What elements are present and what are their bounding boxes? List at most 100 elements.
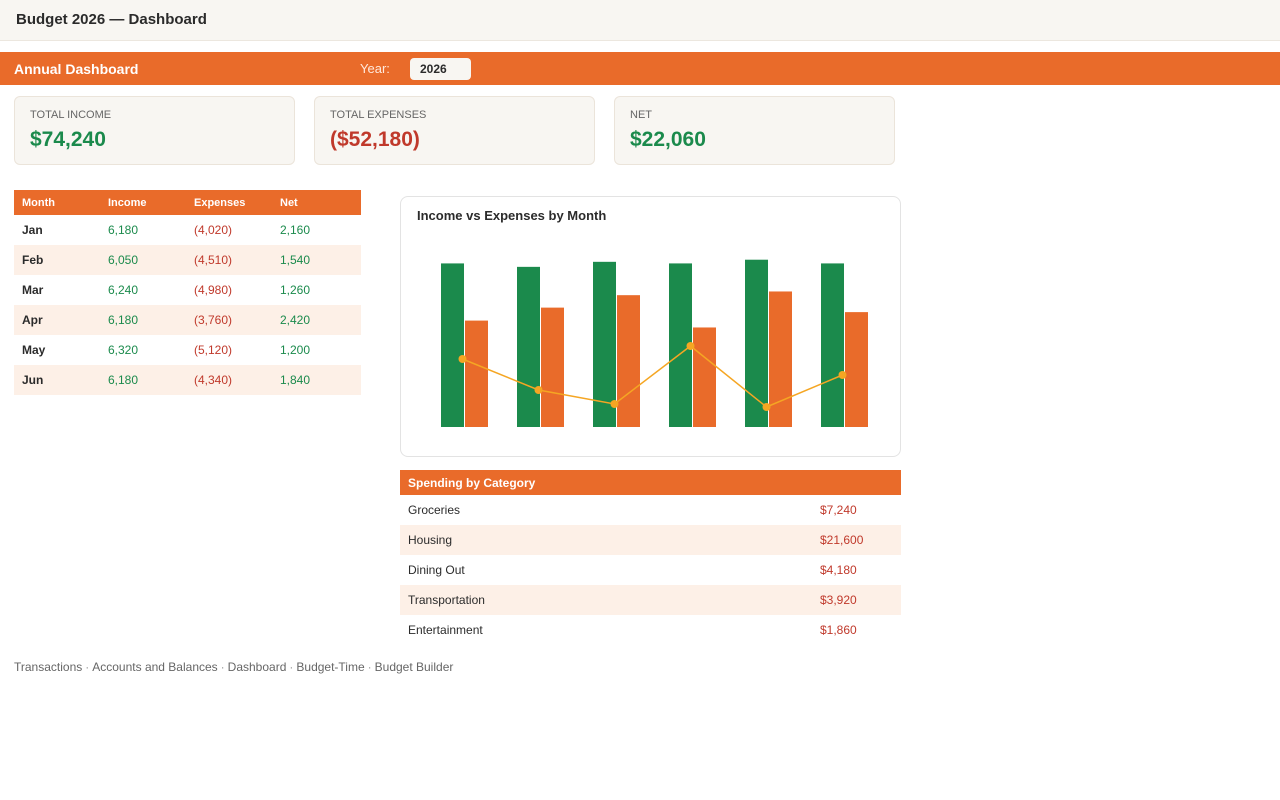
expenses-cell: (3,760) bbox=[186, 305, 272, 335]
table-header-row: Month Income Expenses Net bbox=[14, 190, 361, 215]
category-name: Housing bbox=[400, 525, 812, 555]
month-cell: Jun bbox=[14, 365, 100, 395]
banner-title: Annual Dashboard bbox=[14, 61, 139, 77]
income-cell: 6,240 bbox=[108, 283, 139, 297]
footer-link-budget-builder[interactable]: Budget Builder bbox=[374, 660, 454, 674]
category-name: Transportation bbox=[400, 585, 812, 615]
category-amount: $7,240 bbox=[820, 503, 857, 517]
expense-bar-feb bbox=[541, 307, 564, 427]
category-table: Spending by Category Groceries $7,240 Ho… bbox=[400, 470, 901, 645]
year-select[interactable]: 2026 bbox=[410, 58, 471, 80]
table-row[interactable]: Apr 6,180 (3,760) 2,420 bbox=[14, 305, 361, 335]
footer-link-transactions[interactable]: Transactions bbox=[14, 660, 83, 674]
income-cell: 6,180 bbox=[100, 305, 186, 335]
category-amount: $4,180 bbox=[820, 563, 857, 577]
expense-bar-apr bbox=[693, 327, 716, 427]
income-bar-apr bbox=[669, 263, 692, 427]
income-bar-may bbox=[745, 259, 768, 427]
expense-bar-jan bbox=[465, 320, 488, 427]
month-cell: Feb bbox=[14, 245, 100, 275]
page-title: Budget 2026 — Dashboard bbox=[16, 11, 207, 28]
expenses-cell: (4,340) bbox=[186, 365, 272, 395]
dashboard-banner: Annual Dashboard Year: 2026 bbox=[0, 52, 1280, 85]
net-cell: 1,200 bbox=[280, 343, 311, 357]
income-cell: 6,050 bbox=[100, 245, 186, 275]
table-row[interactable]: Housing $21,600 bbox=[400, 525, 901, 555]
category-name: Groceries bbox=[408, 503, 461, 517]
summary-card-expenses: TOTAL EXPENSES ($52,180) bbox=[314, 96, 595, 165]
table-row[interactable]: Entertainment $1,860 bbox=[400, 615, 901, 645]
summary-label: TOTAL EXPENSES bbox=[330, 109, 427, 121]
column-header[interactable]: Month bbox=[14, 190, 100, 215]
chart-canvas bbox=[441, 259, 868, 427]
footer-separator: · bbox=[220, 660, 225, 674]
month-cell: Mar bbox=[22, 283, 44, 297]
footer-separator: · bbox=[85, 660, 90, 674]
category-table-title: Spending by Category bbox=[400, 470, 901, 495]
income-bar-feb bbox=[517, 266, 540, 427]
table-row[interactable]: Groceries $7,240 bbox=[400, 495, 901, 525]
net-cell: 1,840 bbox=[272, 365, 361, 395]
net-line bbox=[462, 345, 843, 408]
summary-card-income: TOTAL INCOME $74,240 bbox=[14, 96, 295, 165]
summary-value: $22,060 bbox=[630, 128, 706, 151]
category-amount: $3,920 bbox=[812, 585, 901, 615]
column-header[interactable]: Net bbox=[272, 190, 361, 215]
net-cell: 1,540 bbox=[272, 245, 361, 275]
expense-bar-jun bbox=[845, 312, 868, 427]
table-row[interactable]: Jun 6,180 (4,340) 1,840 bbox=[14, 365, 361, 395]
expense-bar-may bbox=[769, 291, 792, 427]
table-header-row: Spending by Category bbox=[400, 470, 901, 495]
year-label: Year: bbox=[360, 61, 390, 76]
summary-label: NET bbox=[630, 109, 652, 121]
income-cell: 6,180 bbox=[108, 223, 139, 237]
net-point-jun bbox=[838, 371, 847, 379]
category-amount: $21,600 bbox=[812, 525, 901, 555]
expenses-cell: (4,980) bbox=[194, 283, 233, 297]
net-point-feb bbox=[534, 386, 543, 394]
net-cell: 1,260 bbox=[280, 283, 311, 297]
table-row[interactable]: Dining Out $4,180 bbox=[400, 555, 901, 585]
summary-label: TOTAL INCOME bbox=[30, 109, 112, 121]
net-point-mar bbox=[610, 400, 619, 408]
month-cell: Apr bbox=[14, 305, 100, 335]
expenses-cell: (5,120) bbox=[194, 343, 233, 357]
chart-title: Income vs Expenses by Month bbox=[417, 208, 607, 223]
summary-value: ($52,180) bbox=[330, 128, 420, 151]
income-bar-mar bbox=[593, 261, 616, 427]
column-header[interactable]: Expenses bbox=[186, 190, 272, 215]
category-name: Entertainment bbox=[408, 623, 483, 637]
title-bar: Budget 2026 — Dashboard bbox=[0, 0, 1280, 41]
table-row[interactable]: Jan 6,180 (4,020) 2,160 bbox=[14, 215, 361, 245]
income-cell: 6,180 bbox=[100, 365, 186, 395]
summary-value: $74,240 bbox=[30, 128, 106, 151]
income-bar-jan bbox=[441, 263, 464, 427]
footer-link-budget-time[interactable]: Budget-Time bbox=[296, 660, 365, 674]
income-cell: 6,320 bbox=[108, 343, 139, 357]
net-point-jan bbox=[458, 355, 467, 363]
summary-card-net: NET $22,060 bbox=[614, 96, 895, 165]
category-amount: $1,860 bbox=[820, 623, 857, 637]
expense-bar-mar bbox=[617, 295, 640, 427]
month-cell: Jan bbox=[22, 223, 43, 237]
table-row[interactable]: Mar 6,240 (4,980) 1,260 bbox=[14, 275, 361, 305]
month-cell: May bbox=[22, 343, 46, 357]
footer-link-accounts[interactable]: Accounts and Balances bbox=[92, 660, 218, 674]
footer-separator: · bbox=[367, 660, 372, 674]
footer-nav: Transactions · Accounts and Balances · Dashb… bbox=[14, 660, 453, 674]
table-row[interactable]: May 6,320 (5,120) 1,200 bbox=[14, 335, 361, 365]
footer-separator: · bbox=[289, 660, 294, 674]
table-row[interactable]: Transportation $3,920 bbox=[400, 585, 901, 615]
net-cell: 2,160 bbox=[280, 223, 311, 237]
expenses-cell: (4,510) bbox=[186, 245, 272, 275]
table-row[interactable]: Feb 6,050 (4,510) 1,540 bbox=[14, 245, 361, 275]
monthly-table: Month Income Expenses Net Jan 6,180 (4,0… bbox=[14, 190, 361, 395]
income-expense-chart: Income vs Expenses by Month bbox=[400, 196, 901, 457]
column-header[interactable]: Income bbox=[100, 190, 186, 215]
footer-link-dashboard[interactable]: Dashboard bbox=[227, 660, 287, 674]
net-cell: 2,420 bbox=[272, 305, 361, 335]
expenses-cell: (4,020) bbox=[194, 223, 233, 237]
income-bar-jun bbox=[821, 263, 844, 427]
net-point-apr bbox=[686, 342, 695, 350]
